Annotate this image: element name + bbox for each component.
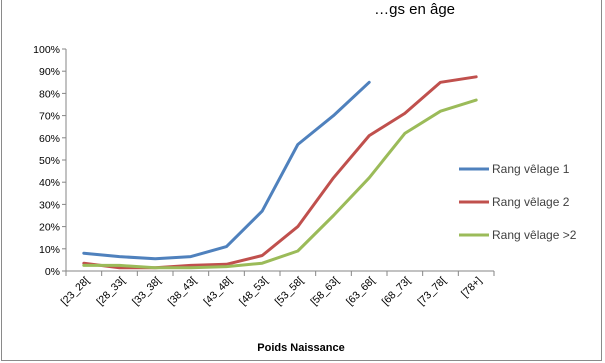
x-tick-label: [78+] <box>459 275 484 300</box>
x-tick-label: [28_33[ <box>94 275 127 308</box>
series-line-1 <box>82 80 371 261</box>
series-line-3 <box>82 98 478 270</box>
x-tick-label: [43_48[ <box>201 275 234 308</box>
y-tick-label: 80% <box>39 88 60 100</box>
y-tick-label: 70% <box>39 111 60 123</box>
x-tick-label: [53_58[ <box>273 275 306 308</box>
y-tick-label: 90% <box>39 66 60 78</box>
legend: Rang vêlage 1 Rang vêlage 2 Rang vêlage >2 <box>459 162 577 242</box>
chart-title: …gs en âge <box>374 1 455 18</box>
y-tick-label: 30% <box>39 199 60 211</box>
y-tick-label: 60% <box>39 133 60 145</box>
x-axis-title: Poids Naissance <box>257 342 344 354</box>
series-lines <box>82 75 478 270</box>
y-axis: 0% 10% 20% 30% 40% 50% 60% 70% 80% 90% 100% <box>33 44 67 278</box>
x-tick-label: [23_28[ <box>59 275 92 308</box>
x-tick-label: [63_68[ <box>344 275 377 308</box>
x-tick-label: [68_73[ <box>380 275 413 308</box>
x-tick-label: [38_43[ <box>166 275 199 308</box>
y-tick-label: 50% <box>39 155 60 167</box>
legend-label-2: Rang vêlage 2 <box>492 195 570 209</box>
y-tick-label: 20% <box>39 222 60 234</box>
x-tick-label: [58_63[ <box>308 275 341 308</box>
y-tick-label: 0% <box>45 266 60 278</box>
x-tick-label: [33_38[ <box>130 275 163 308</box>
y-tick-label: 100% <box>33 44 60 56</box>
y-tick-label: 40% <box>39 177 60 189</box>
y-tick-label: 10% <box>39 244 60 256</box>
x-tick-label: [48_53[ <box>237 275 270 308</box>
series-line-2 <box>82 75 478 270</box>
x-tick-label: [73_78[ <box>415 275 448 308</box>
x-axis: [23_28[[28_33[[33_38[[38_43[[43_48[[48_5… <box>59 270 495 308</box>
legend-label-1: Rang vêlage 1 <box>492 162 570 176</box>
legend-label-3: Rang vêlage >2 <box>492 228 577 242</box>
